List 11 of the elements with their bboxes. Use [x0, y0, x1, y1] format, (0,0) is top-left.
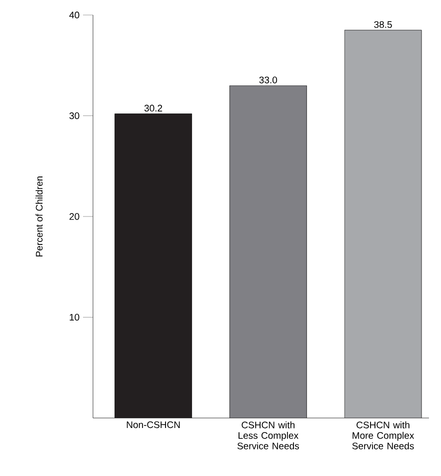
- y-axis-title: Percent of Children: [36, 176, 43, 256]
- data-label: 38.5: [374, 21, 392, 28]
- x-tick-label: Non-CSHCN: [126, 421, 180, 428]
- data-label: 33.0: [259, 76, 278, 84]
- x-tick-label: CSHCN with More Complex Service Needs: [352, 421, 414, 450]
- y-tick-label: 30: [69, 112, 80, 120]
- y-tick-label: 10: [70, 314, 80, 321]
- data-label: 30.2: [144, 104, 162, 112]
- x-tick-label: CSHCN with Less Complex Service Needs: [237, 421, 299, 450]
- y-tick-label: 40: [69, 12, 80, 18]
- y-tick-label: 20: [70, 213, 80, 220]
